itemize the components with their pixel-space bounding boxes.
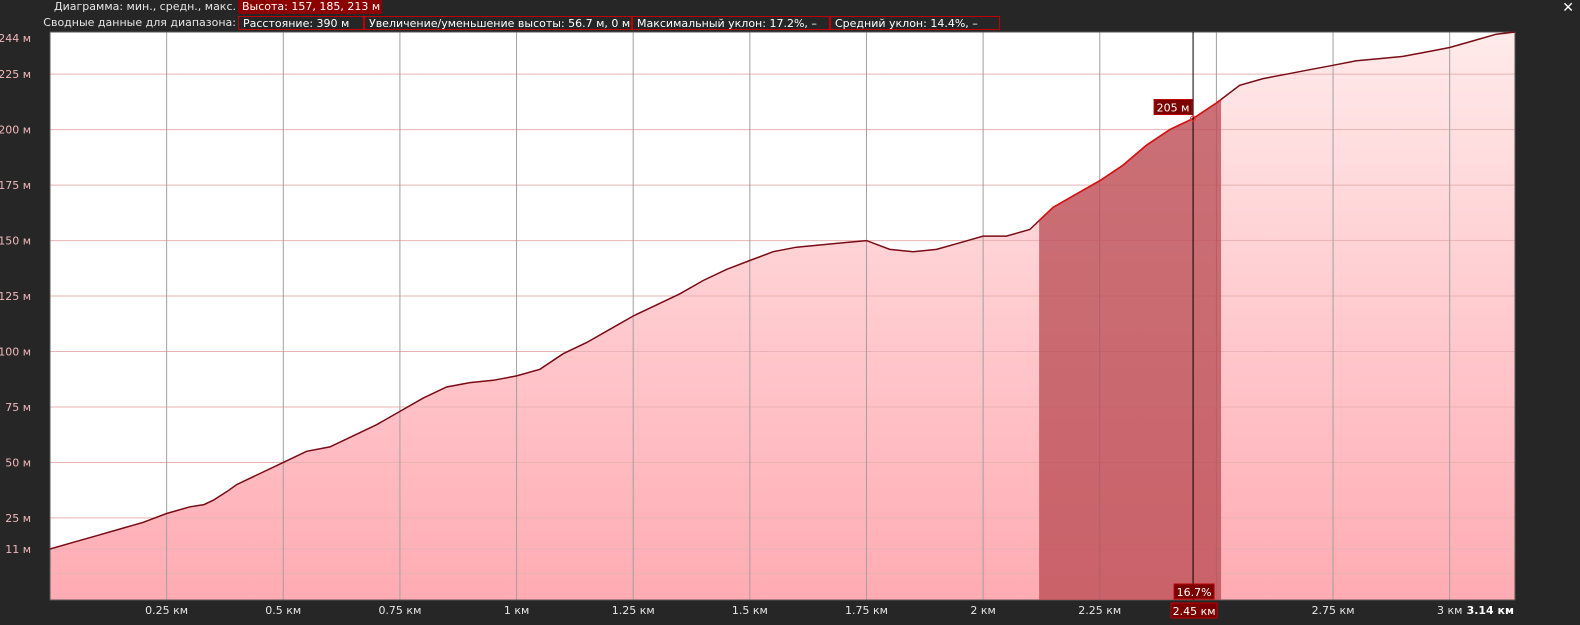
- y-axis: 11 м 25 м 50 м 75 м 100 м 125 м 150 м 175 м 200 …: [0, 32, 31, 556]
- diagram-label: Диаграмма: мин., средн., макс.: [54, 0, 236, 13]
- max-slope-stat: Максимальный уклон: 17.2%, –: [632, 16, 830, 30]
- height-summary-badge: Высота: 157, 185, 213 м: [238, 0, 382, 14]
- cursor-point: [1190, 115, 1197, 122]
- y-tick-label: 50 м: [5, 456, 31, 469]
- selected-range-line: [1038, 98, 1222, 222]
- y-tick-label: 100 м: [0, 346, 31, 359]
- elevation-line: [49, 31, 1516, 550]
- x-tick-label: 0.25 км: [145, 604, 188, 617]
- x-tick-label: 3 км: [1437, 604, 1462, 617]
- y-tick-label: 11 м: [5, 543, 31, 556]
- x-tick-label: 2 км: [970, 604, 995, 617]
- x-axis-end-label: 3.14 км: [1467, 604, 1514, 617]
- y-tick-label: 75 м: [5, 401, 31, 414]
- y-tick-label: 25 м: [5, 512, 31, 525]
- y-tick-label: 125 м: [0, 290, 31, 303]
- x-tick-label: 2.75 км: [1312, 604, 1355, 617]
- elevation-change-stat: Увеличение/уменьшение высоты: 56.7 м, 0 …: [364, 16, 632, 30]
- y-tick-label: 225 м: [0, 68, 31, 81]
- x-tick-label: 1 км: [504, 604, 529, 617]
- x-axis: 0.25 км 0.5 км 0.75 км 1 км 1.25 км 1.5 км 1.7…: [145, 604, 1462, 617]
- y-tick-label: 175 м: [0, 179, 31, 192]
- range-summary-label: Сводные данные для диапазона:: [43, 16, 236, 29]
- y-tick-label: 200 м: [0, 124, 31, 137]
- x-tick-label: 0.75 км: [378, 604, 421, 617]
- cursor-slope-badge: [1173, 583, 1215, 600]
- close-icon[interactable]: ✕: [1562, 0, 1574, 16]
- plot-border: [49, 31, 1516, 601]
- x-tick-label: 1.25 км: [612, 604, 655, 617]
- cursor-distance-badge: [1170, 602, 1218, 619]
- y-tick-label: 244 м: [0, 32, 31, 45]
- avg-slope-stat: Средний уклон: 14.4%, –: [830, 16, 1000, 30]
- x-tick-label: 2.25 км: [1078, 604, 1121, 617]
- x-tick-label: 1.75 км: [845, 604, 888, 617]
- x-tick-label: 0.5 км: [265, 604, 301, 617]
- cursor-elevation-badge: [1153, 99, 1193, 116]
- cursor-distance-label: 2.45 км: [1173, 605, 1216, 618]
- selected-range[interactable]: [1039, 99, 1222, 601]
- distance-stat: Расстояние: 390 м: [238, 16, 364, 30]
- x-tick-label: 1.5 км: [732, 604, 768, 617]
- cursor-elevation-label: 205 м: [1157, 102, 1190, 115]
- y-tick-label: 150 м: [0, 235, 31, 248]
- cursor-slope-label: 16.7%: [1177, 586, 1212, 599]
